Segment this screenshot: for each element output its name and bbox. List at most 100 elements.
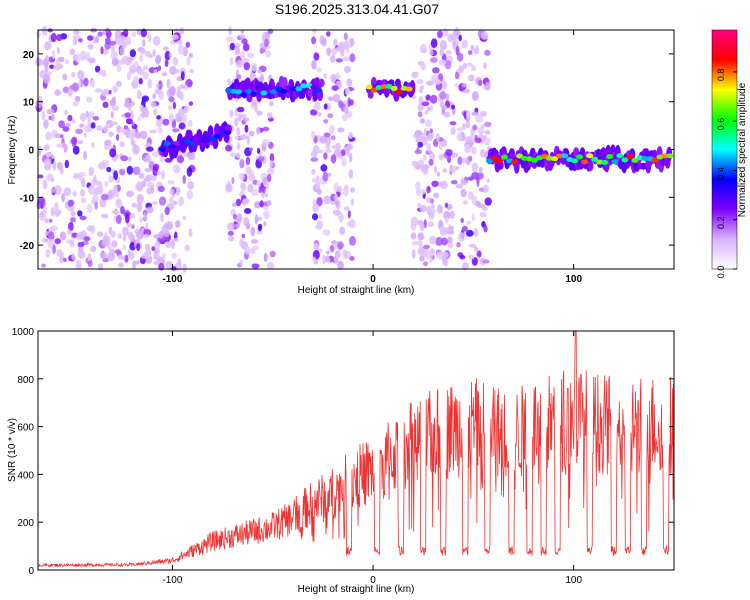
spectrogram-cell: [468, 74, 475, 82]
colorbar-tick-label: 0.8: [716, 69, 726, 82]
spectrogram-cell: [326, 31, 331, 37]
spectrogram-cell: [252, 245, 260, 251]
spectrogram-cell: [254, 214, 259, 225]
spectrogram-cell: [267, 28, 274, 34]
spectrogram-cell: [421, 136, 429, 142]
spectrogram-cell: [228, 236, 235, 242]
spectrogram-cell: [455, 45, 460, 56]
spectrogram-cell: [184, 244, 190, 252]
spectrogram-cell: [250, 92, 258, 97]
spectrogram-cell: [236, 59, 244, 68]
spectrogram-cell: [484, 130, 491, 135]
spectrogram-cell: [266, 262, 275, 270]
spectrogram-cell: [611, 159, 619, 165]
spectrogram-cell: [240, 113, 247, 119]
spectrogram-cell: [141, 39, 146, 47]
spectrogram-cell: [68, 221, 74, 232]
spectrogram-cell: [414, 130, 423, 137]
spectrogram-cell: [58, 120, 65, 129]
spectrogram-cell: [335, 200, 339, 207]
snr-xlabel: Height of straight line (km): [298, 584, 415, 595]
spectrogram-cell: [42, 179, 48, 190]
spectrogram-cell: [120, 206, 125, 215]
spectrogram-cell: [290, 86, 298, 92]
spectrogram-cell: [264, 193, 269, 198]
spectrogram-cell: [477, 126, 485, 135]
spectrogram-cell: [173, 237, 180, 243]
spectrogram-cell: [483, 137, 492, 146]
spectrogram-cell: [318, 78, 325, 88]
spectrogram-cell: [335, 58, 343, 63]
spectrogram-cell: [84, 124, 92, 133]
spectrogram-cell: [616, 153, 624, 159]
spectrogram-cell: [98, 162, 106, 170]
spectrogram-cell: [110, 230, 116, 238]
spectrogram-cell: [474, 246, 478, 252]
spectrogram-cell: [440, 39, 444, 49]
spectrogram-cell: [71, 71, 76, 78]
spectrogram-cell: [340, 149, 346, 157]
spectrogram-xlabel: Height of straight line (km): [298, 285, 415, 296]
spectrogram-cell: [316, 188, 323, 195]
spectrogram-cell: [111, 210, 120, 215]
spectrogram-cell: [454, 71, 460, 80]
spectrogram-cell: [315, 180, 321, 190]
spectrogram-cell: [149, 129, 158, 134]
spectrogram-cell: [475, 114, 483, 123]
spectrogram-cell: [437, 30, 443, 39]
spectrogram-cell: [310, 84, 318, 90]
spectrogram-cell: [325, 148, 332, 153]
spectrogram-cell: [104, 139, 112, 146]
spectrogram-cell: [144, 168, 153, 173]
snr-frame: [37, 330, 675, 571]
spectrogram-cell: [429, 128, 433, 134]
spectrogram-cell: [45, 248, 51, 258]
spectrogram-cell: [78, 171, 86, 177]
spectrogram-cell: [321, 37, 327, 47]
spectrogram-cell: [435, 236, 443, 246]
spectrogram-cell: [245, 166, 252, 175]
spectrogram-cell: [311, 169, 316, 175]
spectrogram-cell: [516, 153, 523, 159]
spectrogram-cell: [157, 185, 165, 193]
spectrogram-cell: [133, 75, 139, 82]
spectrogram-cell: [156, 83, 160, 90]
spectrogram-cell: [80, 197, 87, 204]
spectrogram-cell: [150, 101, 157, 108]
spectrogram-cell: [485, 158, 493, 164]
spectrogram-cell: [46, 108, 55, 115]
spectrogram-cell: [111, 96, 116, 104]
spectrogram-cell: [178, 108, 185, 117]
spectrogram-cell: [135, 128, 139, 133]
spectrogram-cell: [52, 244, 56, 255]
spectrogram-cell: [67, 87, 73, 97]
spectrogram-cell: [256, 110, 263, 116]
spectrogram-cell: [311, 36, 317, 45]
spectrogram-cell: [474, 137, 482, 144]
spectrogram-cell: [72, 34, 81, 40]
spectrogram-cell: [182, 263, 187, 273]
spectrogram-cell: [322, 171, 329, 182]
spectrogram-cell: [466, 110, 470, 120]
spectrogram-cell: [338, 212, 344, 223]
spectrogram-cell: [420, 43, 427, 54]
spectrogram-cell: [427, 147, 431, 154]
colorbar: 0.0 0.2 0.4 0.6 0.8 Normalized spectral ampl…: [711, 29, 748, 278]
snr-ytick-label: 600: [17, 423, 34, 434]
spectrogram-cell: [72, 145, 80, 155]
spectrogram-cell: [184, 85, 189, 91]
spectrogram-cell: [87, 43, 94, 50]
spectrogram-ylabel: Frequency (Hz): [7, 116, 18, 185]
spectrogram-cell: [348, 131, 354, 139]
spectrogram-cell: [80, 189, 85, 197]
spectrogram-cell: [162, 118, 170, 126]
spectrogram-cell: [115, 214, 122, 224]
snr-ytick-label: 200: [17, 518, 34, 529]
spectrogram-cell: [444, 260, 448, 267]
spectrogram-cell: [157, 65, 162, 71]
spectrogram-cell: [39, 216, 47, 221]
spectrogram-cell: [165, 261, 174, 269]
spectrogram-cell: [457, 156, 463, 165]
spectrogram-cell: [136, 28, 142, 36]
spectrogram-cell: [187, 151, 196, 161]
